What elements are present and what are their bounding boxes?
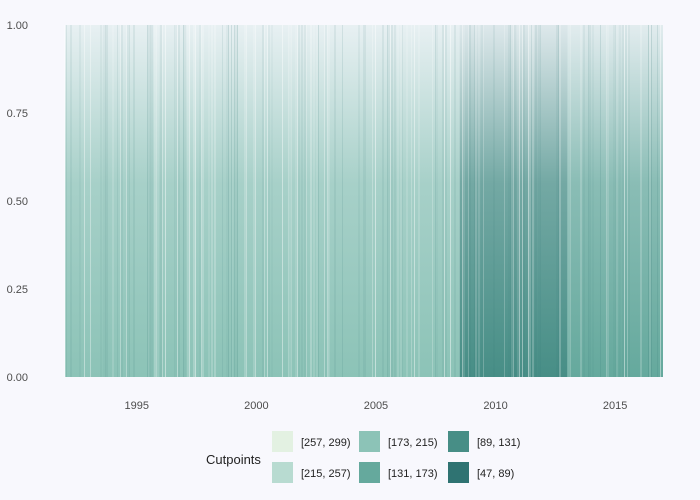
y-tick-label: 0.25 [7,284,28,296]
x-tick-label: 2015 [603,400,627,412]
heat-band [375,25,460,377]
legend-title: Cutpoints [206,452,261,467]
heat-streaks [64,25,661,377]
legend-label: [173, 215) [388,437,438,449]
legend-swatch [359,462,380,483]
y-axis: 0.00 0.25 0.50 0.75 1.00 [7,20,28,384]
plot-area [64,25,663,377]
heat-band [567,25,663,377]
y-tick-label: 0.50 [7,196,28,208]
legend-label: [215, 257) [301,468,351,480]
heat-band [65,25,149,377]
legend-swatch [272,462,293,483]
x-axis: 1995 2000 2005 2010 2015 [125,400,628,412]
x-tick-label: 2000 [244,400,268,412]
legend-swatch [448,431,469,452]
x-tick-label: 2005 [364,400,388,412]
legend-swatch [448,462,469,483]
y-tick-label: 1.00 [7,20,28,32]
legend-swatch [359,431,380,452]
y-tick-label: 0.75 [7,108,28,120]
heat-band [148,25,233,377]
heat-band [232,25,329,377]
x-tick-label: 2010 [483,400,507,412]
heat-band [328,25,376,377]
legend-swatch [272,431,293,452]
x-tick-label: 1995 [125,400,149,412]
legend-label: [131, 173) [388,468,438,480]
legend: Cutpoints [257, 299) [215, 257) [173, 215)… [206,431,520,483]
y-tick-label: 0.00 [7,372,28,384]
heat-band [459,25,568,377]
legend-label: [47, 89) [477,468,514,480]
legend-label: [257, 299) [301,437,351,449]
legend-label: [89, 131) [477,437,520,449]
